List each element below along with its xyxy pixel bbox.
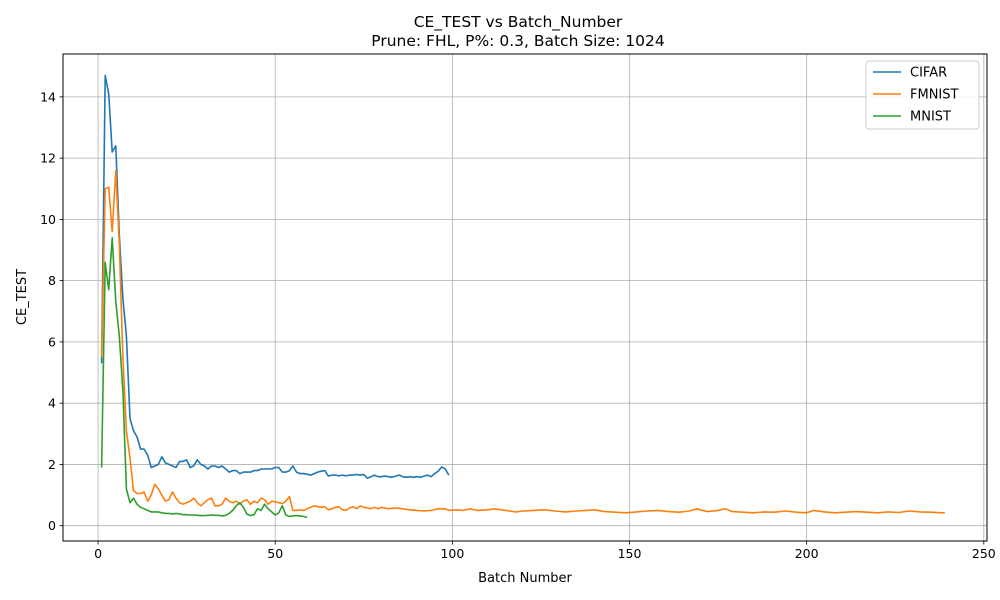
series-line-mnist: [100, 237, 308, 519]
y-tick-label: 2: [48, 457, 56, 472]
series-lines: [100, 74, 945, 519]
x-axis-label: Batch Number: [478, 571, 572, 586]
x-tick-label: 250: [972, 546, 996, 561]
x-tick-label: 0: [94, 546, 102, 561]
grid: [63, 54, 987, 541]
y-tick-label: 14: [40, 89, 56, 104]
legend-label-fmnist: FMNIST: [910, 88, 959, 103]
chart-title: CE_TEST vs Batch_Number: [414, 13, 623, 32]
series-line-fmnist: [100, 169, 945, 514]
legend-label-mnist: MNIST: [910, 110, 951, 125]
x-tick-label: 50: [267, 546, 283, 561]
y-tick-label: 4: [48, 396, 56, 411]
plot-area: [62, 53, 988, 542]
axis-ticks: 0 50 100 150 200 250 0 2 4 6 8 10 12 14: [40, 89, 996, 561]
y-tick-label: 8: [48, 273, 56, 288]
x-tick-label: 200: [795, 546, 819, 561]
series-line-cifar: [100, 74, 450, 479]
y-tick-label: 10: [40, 212, 56, 227]
chart-subtitle: Prune: FHL, P%: 0.3, Batch Size: 1024: [371, 32, 664, 50]
y-axis-label: CE_TEST: [15, 269, 30, 325]
legend-box: [865, 60, 980, 130]
x-tick-label: 100: [440, 546, 464, 561]
legend: CIFAR FMNIST MNIST: [865, 60, 980, 130]
legend-label-cifar: CIFAR: [910, 66, 947, 81]
y-tick-label: 6: [48, 334, 56, 349]
x-tick-label: 150: [618, 546, 642, 561]
y-tick-label: 0: [48, 518, 56, 533]
y-tick-label: 12: [40, 151, 56, 166]
